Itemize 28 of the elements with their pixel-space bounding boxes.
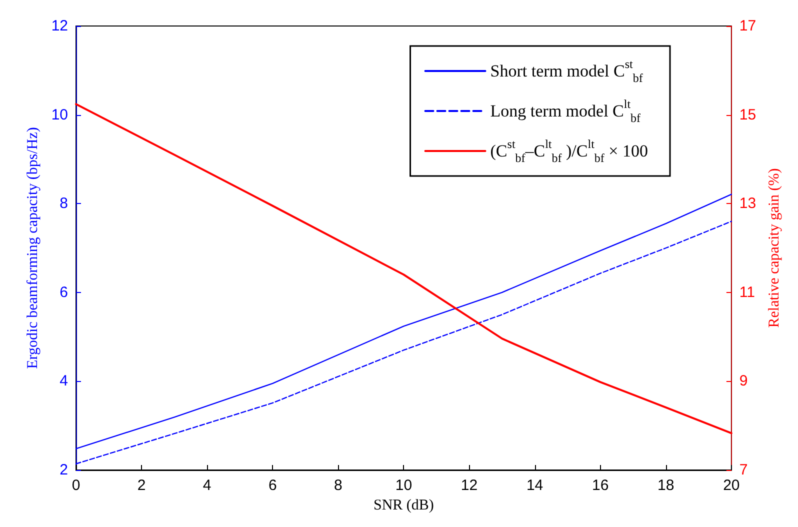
x-tick-label: 12 [460,477,478,494]
line-series [75,194,732,450]
y2-tick-label: 17 [739,18,756,34]
x-axis-title: SNR (dB) [373,497,434,514]
y2-tick-label: 15 [739,106,756,124]
x-tick-label: 2 [137,477,146,494]
x-tick-label: 0 [72,477,80,494]
line-series [75,220,732,464]
y2-tick-label: 9 [739,372,748,390]
y-tick-label: 10 [51,106,68,124]
x-tick-label: 8 [334,477,342,494]
x-tick-label: 10 [395,477,412,494]
y-tick-label: 12 [51,18,68,34]
x-tick-label: 14 [526,477,544,494]
y-tick-label: 8 [60,195,68,212]
x-tick-label: 20 [723,477,740,494]
x-tick-label: 16 [592,477,609,494]
y2-tick-label: 13 [739,195,756,212]
y-tick-label: 4 [60,372,68,390]
y-axis-title: Ergodic beamforming capacity (bps/Hz) [24,127,41,369]
y-tick-label: 6 [60,284,68,301]
x-tick-label: 4 [202,477,212,494]
y2-tick-label: 11 [739,284,755,301]
x-tick-label: 18 [658,477,674,494]
y2-axis-title: Relative capacity gain (%) [766,168,782,328]
x-tick-label: 6 [268,477,277,494]
y2-tick-label: 7 [739,462,748,478]
y-tick-label: 2 [60,462,68,478]
